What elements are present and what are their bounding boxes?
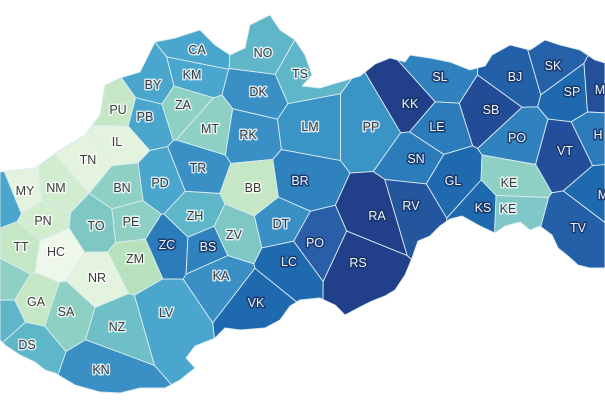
district-m[interactable] xyxy=(583,54,605,114)
district-kn[interactable] xyxy=(57,339,172,394)
district-m[interactable] xyxy=(562,164,605,223)
district-unlabeled[interactable] xyxy=(0,299,26,344)
district-ds[interactable] xyxy=(2,321,67,376)
district-regions xyxy=(0,14,605,394)
district-ke[interactable] xyxy=(494,195,550,234)
district-unlabeled[interactable] xyxy=(0,171,22,229)
district-vk[interactable] xyxy=(212,267,298,339)
district-rs[interactable] xyxy=(322,230,412,316)
district-tv[interactable] xyxy=(540,190,605,269)
